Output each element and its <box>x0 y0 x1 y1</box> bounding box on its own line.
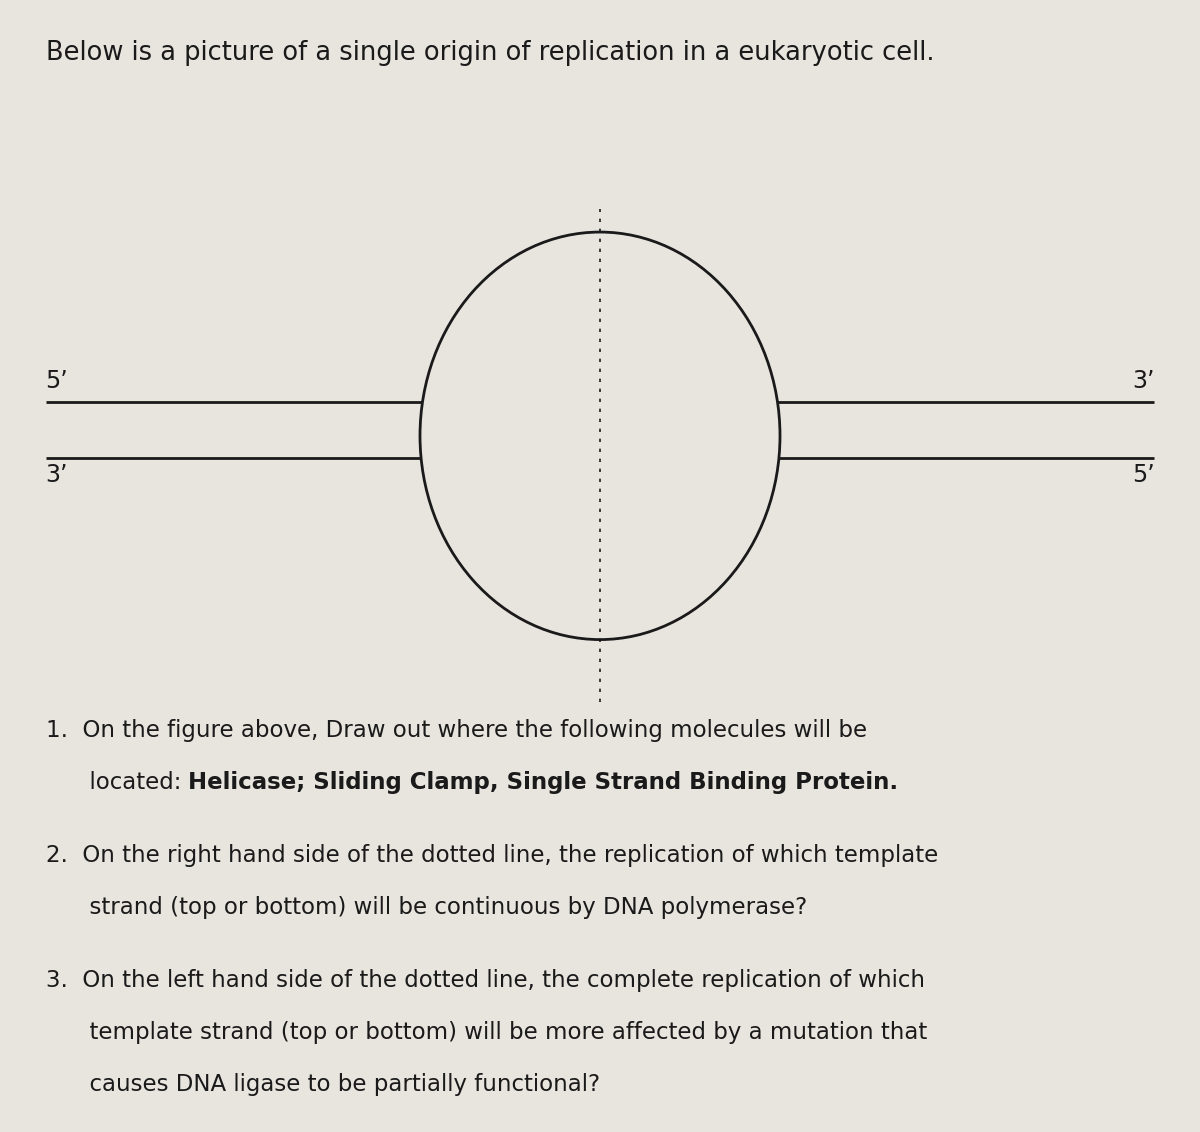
Ellipse shape <box>420 232 780 640</box>
Text: 3’: 3’ <box>1132 369 1154 393</box>
Text: Helicase; Sliding Clamp, Single Strand Binding Protein.: Helicase; Sliding Clamp, Single Strand B… <box>188 771 899 794</box>
Text: causes DNA ligase to be partially functional?: causes DNA ligase to be partially functi… <box>46 1073 600 1096</box>
Text: Below is a picture of a single origin of replication in a eukaryotic cell.: Below is a picture of a single origin of… <box>46 40 934 66</box>
Text: 5’: 5’ <box>1132 463 1154 487</box>
Text: 2.  On the right hand side of the dotted line, the replication of which template: 2. On the right hand side of the dotted … <box>46 843 938 867</box>
Text: located:: located: <box>46 771 188 794</box>
Text: template strand (top or bottom) will be more affected by a mutation that: template strand (top or bottom) will be … <box>46 1021 926 1044</box>
Text: 1.  On the figure above, Draw out where the following molecules will be: 1. On the figure above, Draw out where t… <box>46 719 866 741</box>
Text: 3’: 3’ <box>46 463 68 487</box>
Text: strand (top or bottom) will be continuous by DNA polymerase?: strand (top or bottom) will be continuou… <box>46 895 806 919</box>
Text: 5’: 5’ <box>46 369 68 393</box>
Text: 3.  On the left hand side of the dotted line, the complete replication of which: 3. On the left hand side of the dotted l… <box>46 969 925 992</box>
